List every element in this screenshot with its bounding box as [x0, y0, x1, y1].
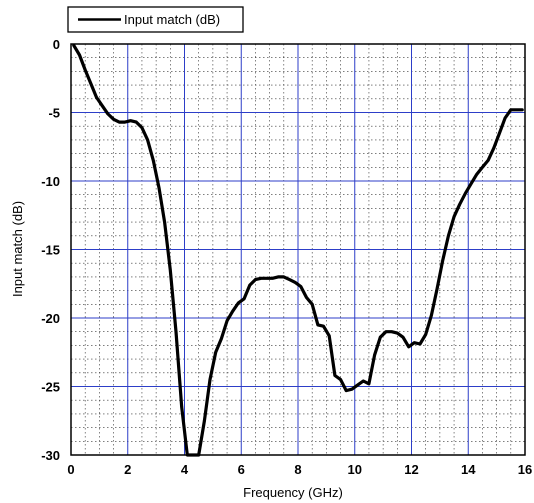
- y-axis-ticks: 0 -5 -10 -15 -20 -25 -30: [41, 37, 60, 463]
- x-tick-label: 16: [518, 462, 532, 477]
- x-tick-label: 2: [124, 462, 131, 477]
- x-tick-label: 0: [67, 462, 74, 477]
- y-tick-label: -20: [41, 311, 60, 326]
- x-tick-label: 10: [348, 462, 362, 477]
- x-axis-title: Frequency (GHz): [243, 485, 343, 500]
- x-axis-ticks: 0 2 4 6 8 10 12 14 16: [67, 462, 532, 477]
- series-line-input-match: [72, 43, 524, 457]
- x-tick-label: 14: [461, 462, 476, 477]
- legend-label-input-match: Input match (dB): [124, 12, 220, 27]
- y-axis-title: Input match (dB): [10, 201, 25, 297]
- x-tick-label: 8: [294, 462, 301, 477]
- plot-border: [70, 43, 526, 456]
- y-tick-label: -25: [41, 380, 60, 395]
- y-tick-label: -10: [41, 174, 60, 189]
- y-tick-label: 0: [53, 37, 60, 52]
- x-tick-label: 12: [404, 462, 418, 477]
- x-tick-label: 4: [181, 462, 189, 477]
- y-tick-label: -5: [48, 106, 60, 121]
- x-tick-label: 6: [238, 462, 245, 477]
- y-tick-label: -30: [41, 448, 60, 463]
- legend: Input match (dB): [67, 6, 244, 33]
- y-tick-label: -15: [41, 243, 60, 258]
